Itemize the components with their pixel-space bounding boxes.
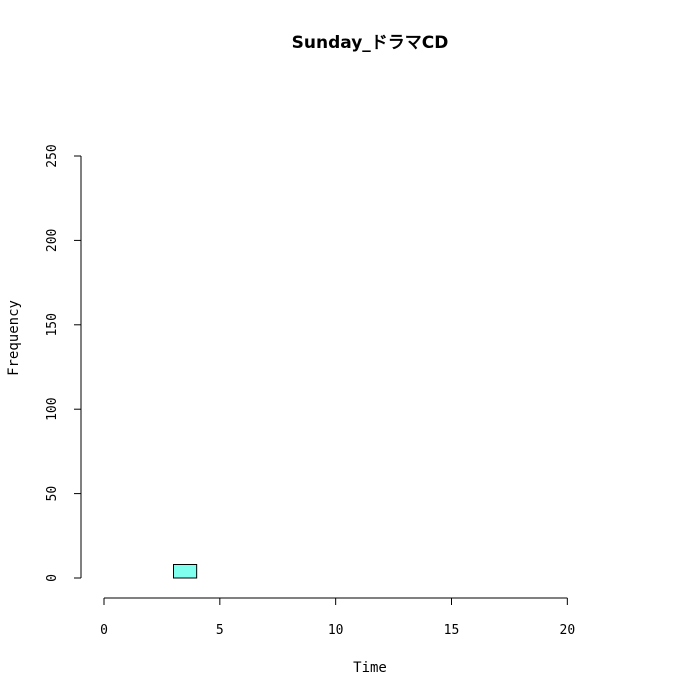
y-tick-label: 250	[45, 144, 60, 167]
bars-group	[173, 563, 198, 579]
y-tick-label: 200	[45, 229, 60, 252]
y-axis-label: Frequency	[6, 300, 22, 376]
histogram-bar	[173, 563, 198, 579]
x-tick-label: 15	[444, 623, 460, 638]
x-tick-label: 0	[100, 623, 108, 638]
x-axis-label: Time	[353, 660, 387, 676]
x-tick-label: 20	[560, 623, 576, 638]
y-tick-label: 50	[45, 486, 60, 502]
y-tick-label: 100	[45, 397, 60, 420]
x-axis: 0 5 10 15 20	[100, 597, 576, 638]
x-tick-label: 10	[328, 623, 344, 638]
y-tick-label: 150	[45, 313, 60, 336]
x-tick-label: 5	[216, 623, 224, 638]
chart-title: Sunday_ドラマCD	[292, 33, 449, 53]
y-tick-label: 0	[45, 574, 60, 582]
y-axis: 0 50 100 150 200 250	[45, 144, 82, 582]
